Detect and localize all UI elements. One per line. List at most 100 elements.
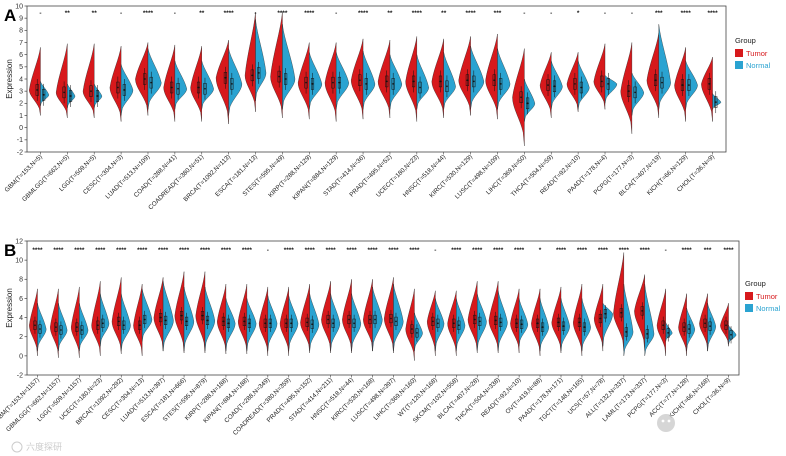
box-iqr — [391, 78, 395, 90]
box-iqr — [640, 306, 644, 316]
normal-violin — [246, 298, 257, 352]
box-iqr — [389, 313, 393, 324]
normal-violin — [58, 303, 68, 352]
box-iqr — [230, 78, 234, 90]
significance-label: ** — [65, 10, 71, 17]
median-point — [285, 322, 288, 325]
box-iqr — [519, 91, 523, 103]
violin-group — [195, 271, 215, 354]
significance-label: **** — [137, 247, 148, 254]
significance-label: **** — [707, 10, 718, 17]
tumor-violin — [237, 284, 248, 354]
violin-group — [217, 284, 236, 354]
box-iqr — [535, 318, 540, 328]
box-iqr — [520, 319, 524, 329]
significance-label: **** — [347, 247, 358, 254]
tumor-violin — [163, 44, 176, 122]
median-point — [358, 79, 361, 82]
normal-violin — [120, 64, 134, 116]
box-iqr — [257, 67, 261, 79]
box-iqr — [499, 317, 503, 327]
y-tick-label: -2 — [17, 372, 23, 379]
median-point — [164, 319, 167, 322]
tumor-violin — [279, 286, 289, 356]
median-point — [452, 322, 455, 325]
normal-violin — [518, 298, 529, 347]
significance-label: **** — [723, 247, 734, 254]
tumor-violin — [384, 277, 394, 354]
box-iqr — [708, 321, 712, 331]
median-point — [96, 95, 99, 97]
median-point — [520, 323, 523, 326]
significance-label: - — [174, 10, 176, 17]
box-iqr — [203, 83, 207, 95]
significance-label: **** — [304, 10, 315, 17]
tumor-violin — [29, 288, 38, 356]
box-iqr — [364, 78, 368, 90]
median-point — [204, 87, 206, 90]
median-point — [222, 320, 225, 323]
significance-label: **** — [277, 10, 288, 17]
tumor-violin — [720, 303, 729, 347]
median-point — [493, 79, 496, 82]
median-point — [34, 324, 36, 327]
median-point — [620, 311, 623, 314]
significance-label: ** — [199, 10, 205, 17]
tumor-violin — [324, 42, 337, 122]
violin-group — [699, 293, 716, 352]
box-iqr — [660, 76, 664, 89]
box-iqr — [268, 318, 272, 328]
tumor-violin — [613, 252, 624, 352]
normal-violin — [389, 54, 403, 110]
median-point — [227, 322, 230, 325]
normal-violin — [362, 50, 376, 110]
significance-label: - — [120, 10, 122, 17]
median-point — [708, 82, 711, 85]
box-iqr — [724, 320, 728, 330]
tumor-violin — [82, 43, 95, 118]
violin-group — [510, 288, 529, 354]
normal-violin — [121, 293, 131, 352]
box-iqr — [331, 318, 335, 328]
tumor-violin — [91, 281, 101, 356]
violin-group — [620, 42, 644, 134]
median-point — [180, 314, 183, 317]
box-iqr — [143, 314, 147, 325]
violin-group — [163, 44, 187, 122]
significance-label: **** — [221, 247, 232, 254]
median-point — [348, 318, 350, 321]
median-point — [63, 91, 66, 94]
median-point — [143, 78, 146, 80]
median-point — [499, 82, 502, 85]
violin-group — [300, 284, 320, 354]
box-iqr — [445, 80, 449, 93]
median-point — [688, 328, 691, 330]
tumor-violin — [699, 293, 708, 352]
violin-group — [678, 293, 695, 356]
tumor-violin — [531, 288, 541, 356]
tumor-violin — [55, 43, 68, 118]
median-point — [230, 82, 233, 85]
significance-label: **** — [32, 247, 43, 254]
violin-group — [297, 42, 323, 120]
tumor-violin — [111, 277, 122, 354]
significance-label: **** — [242, 247, 253, 254]
normal-violin — [685, 60, 698, 110]
violin-group — [244, 12, 267, 112]
tumor-violin — [551, 286, 562, 354]
violin-group — [405, 288, 423, 361]
median-point — [54, 326, 57, 329]
normal-violin — [577, 60, 590, 110]
violin-group — [135, 42, 162, 116]
box-iqr — [310, 319, 314, 329]
tumor-violin — [566, 52, 579, 112]
median-point — [547, 84, 549, 86]
box-iqr — [472, 75, 476, 88]
median-point — [123, 89, 126, 91]
box-iqr — [624, 327, 628, 337]
normal-violin — [228, 48, 243, 116]
y-tick-label: 2 — [19, 334, 23, 341]
box-iqr — [116, 81, 120, 94]
tumor-violin — [215, 40, 229, 125]
median-point — [478, 320, 481, 323]
